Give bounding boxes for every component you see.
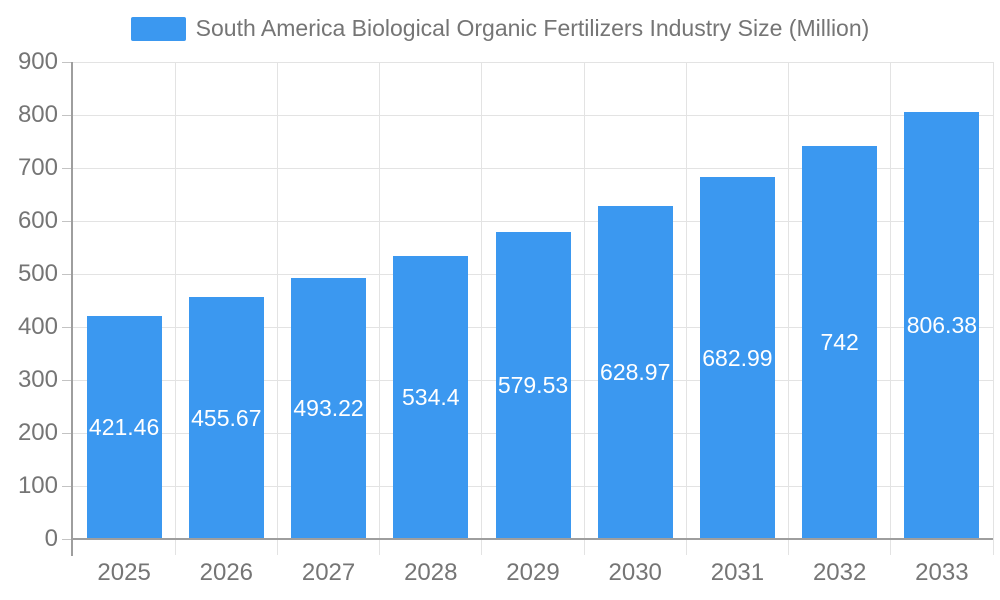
plot-area: 421.46 455.67 493.22 534.4 579.53 628.97 682.9… [62, 62, 994, 556]
gridline-vertical [788, 62, 790, 555]
y-axis-label: 800 [17, 101, 58, 128]
y-axis-label: 100 [17, 472, 58, 499]
y-axis-tick [62, 274, 73, 275]
bar-value-label: 455.67 [191, 404, 262, 431]
bar[interactable]: 742 [802, 146, 878, 539]
y-axis-tick [62, 221, 73, 222]
chart-title: South America Biological Organic Fertili… [195, 15, 870, 41]
gridline-vertical [685, 62, 687, 555]
bar[interactable]: 421.46 [86, 316, 162, 539]
gridline-vertical [583, 62, 585, 555]
y-axis-label: 700 [17, 154, 58, 181]
legend[interactable]: South America Biological Organic Fertili… [0, 15, 1000, 42]
x-axis-label: 2028 [404, 559, 458, 586]
bar[interactable]: 682.99 [699, 177, 775, 539]
y-axis-tick [62, 327, 73, 328]
bar-value-label: 534.4 [401, 384, 460, 410]
y-axis-tick [62, 539, 73, 540]
x-axis-label: 2027 [301, 559, 356, 586]
bar-value-label: 742 [820, 329, 859, 355]
bar[interactable]: 579.53 [495, 232, 571, 539]
x-axis-label: 2032 [812, 559, 867, 586]
x-axis-label: 2031 [710, 559, 765, 586]
bar[interactable]: 455.67 [188, 297, 264, 539]
gridline-horizontal [73, 221, 993, 222]
bar[interactable]: 493.22 [291, 278, 367, 539]
x-axis-line [73, 538, 993, 540]
y-axis-label: 300 [17, 366, 58, 393]
bar-value-label: 628.97 [600, 359, 671, 385]
gridline-vertical [481, 62, 483, 555]
x-axis-label: 2025 [97, 559, 151, 586]
gridline-horizontal [73, 115, 993, 116]
gridline-vertical [276, 62, 278, 555]
y-axis-tick [62, 486, 73, 487]
y-axis-tick [62, 168, 73, 169]
gridline-horizontal [73, 62, 993, 63]
gridline-vertical [890, 62, 892, 555]
y-axis-line [71, 62, 73, 556]
gridline-vertical [379, 62, 381, 555]
y-axis-label: 0 [44, 525, 58, 552]
y-axis-tick [62, 62, 73, 63]
bar[interactable]: 628.97 [597, 206, 673, 539]
legend-swatch [130, 16, 186, 41]
y-axis-label: 500 [17, 260, 58, 287]
y-axis-label: 900 [17, 48, 58, 75]
bar-value-label: 421.46 [88, 414, 160, 440]
bar-value-label: 806.38 [906, 312, 978, 338]
y-axis-label: 400 [17, 313, 58, 340]
gridline-horizontal [73, 168, 993, 169]
x-axis-label: 2030 [608, 559, 662, 586]
y-axis-tick [62, 380, 73, 381]
x-axis-label: 2033 [915, 559, 969, 586]
bar[interactable]: 806.38 [904, 112, 980, 539]
gridline-vertical [992, 62, 994, 555]
bar-value-label: 579.53 [497, 372, 569, 398]
x-axis-label: 2026 [199, 559, 254, 586]
gridline-vertical [174, 62, 176, 555]
bar[interactable]: 534.4 [393, 256, 469, 539]
y-axis-tick [62, 433, 73, 434]
y-axis-label: 200 [17, 419, 58, 446]
bar-value-label: 682.99 [702, 344, 773, 371]
bar-value-label: 493.22 [293, 395, 364, 421]
y-axis-label: 600 [17, 207, 58, 234]
x-axis-label: 2029 [506, 559, 560, 586]
y-axis-tick [62, 115, 73, 116]
